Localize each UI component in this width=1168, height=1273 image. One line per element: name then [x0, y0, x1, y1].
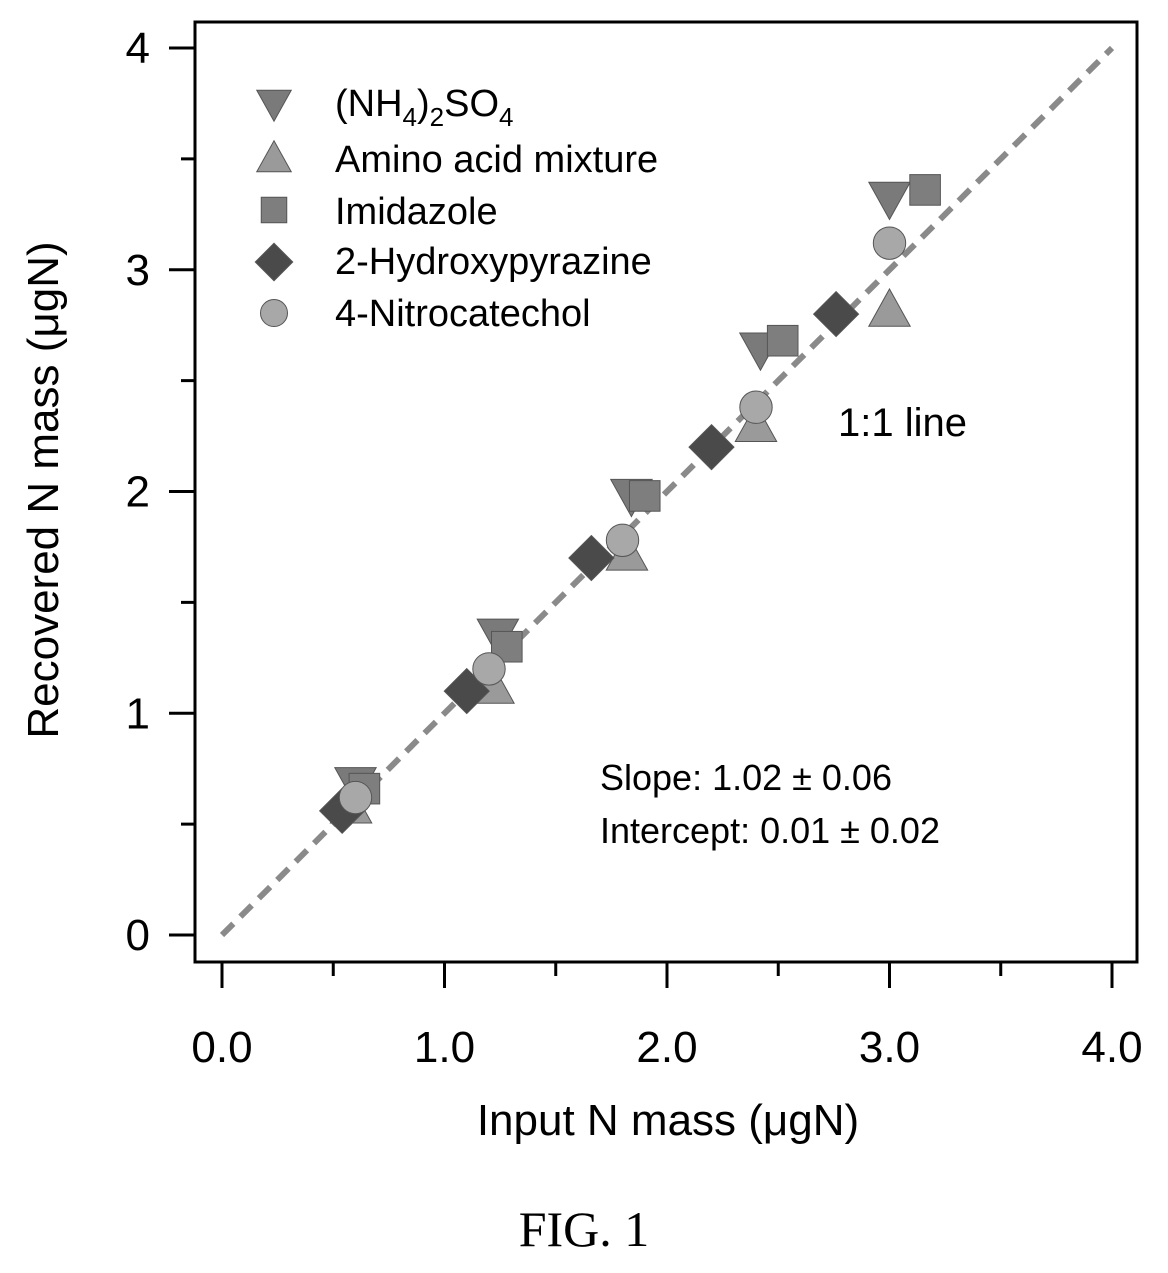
scatter-chart: 0.0 1.0 2.0 3.0 4.0 0 1 2 3 4 (NH4)2SO4 Amino aci… [19, 20, 1143, 1145]
data-point-nitrocatechol [472, 652, 506, 686]
legend-label-hydroxypyrazine: 2-Hydroxypyrazine [335, 241, 652, 283]
x-axis-title: Input N mass (μgN) [477, 1096, 859, 1145]
legend-marker-imidazole [260, 196, 288, 224]
data-point-hydroxypyrazine [812, 290, 860, 338]
y-tick-label: 2 [126, 468, 150, 517]
data-point-nitrocatechol [872, 226, 907, 260]
data-point-hydroxypyrazine [688, 423, 735, 471]
legend-label-amino-acid: Amino acid mixture [335, 139, 658, 181]
y-tick-label: 4 [126, 24, 150, 73]
slope-annotation: Slope: 1.02 ± 0.06 [600, 757, 892, 798]
figure-caption: FIG. 1 [518, 1201, 650, 1257]
intercept-annotation: Intercept: 0.01 ± 0.02 [600, 810, 940, 851]
legend-marker-amino-acid [255, 139, 293, 173]
legend-label-nitrocatechol: 4-Nitrocatechol [335, 293, 591, 335]
data-point-nitrocatechol [338, 780, 373, 815]
x-tick-label: 0.0 [191, 1023, 252, 1072]
data-point-imidazole [628, 480, 661, 512]
data-point-ammonium-sulfate [867, 181, 912, 221]
legend-label-imidazole: Imidazole [335, 191, 498, 233]
y-tick-label: 0 [126, 911, 150, 960]
data-point-hydroxypyrazine [568, 534, 615, 582]
data-point-amino-acid [867, 287, 912, 327]
data-point-imidazole [766, 324, 799, 357]
data-point-nitrocatechol [605, 523, 640, 557]
subscript-4: 4 [403, 102, 417, 132]
y-tick-label: 1 [126, 689, 150, 738]
legend-label-ammonium-sulfate: (NH4)2SO4 [335, 83, 514, 132]
reference-line-label: 1:1 line [838, 401, 967, 445]
subscript-4b: 4 [499, 102, 513, 132]
x-tick-label: 3.0 [859, 1023, 920, 1072]
subscript-2: 2 [430, 102, 444, 132]
legend-marker-hydroxypyrazine [254, 242, 294, 282]
x-tick-label: 4.0 [1081, 1023, 1142, 1072]
legend-marker-ammonium-sulfate [255, 89, 293, 123]
x-tick-label: 2.0 [636, 1023, 697, 1072]
legend-marker-nitrocatechol [260, 299, 288, 327]
x-tick-label: 1.0 [414, 1023, 475, 1072]
y-tick-label: 3 [126, 246, 150, 295]
y-axis-title: Recovered N mass (μgN) [19, 241, 68, 738]
data-point-imidazole [909, 174, 941, 206]
data-point-nitrocatechol [739, 390, 773, 424]
